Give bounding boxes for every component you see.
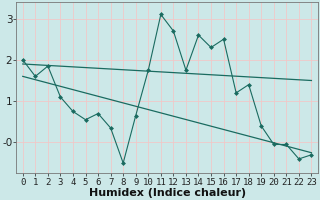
X-axis label: Humidex (Indice chaleur): Humidex (Indice chaleur) (89, 188, 246, 198)
